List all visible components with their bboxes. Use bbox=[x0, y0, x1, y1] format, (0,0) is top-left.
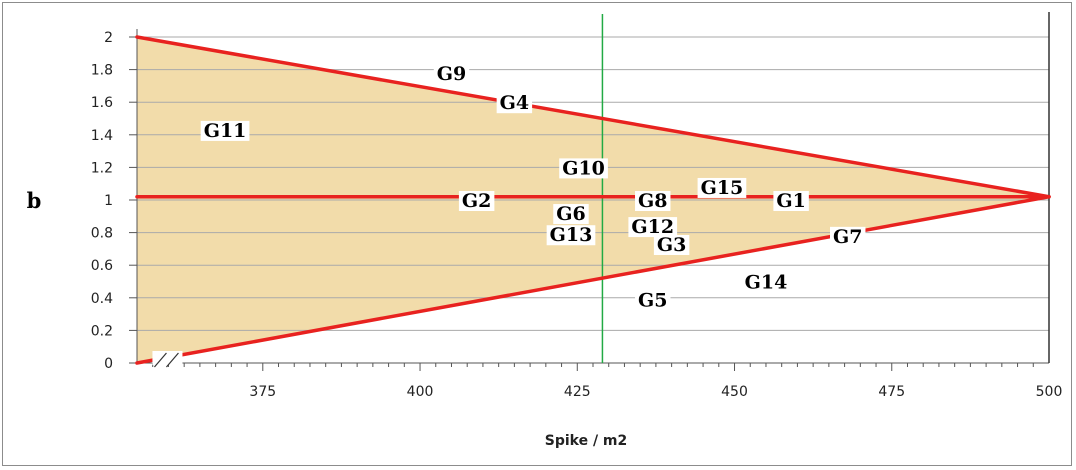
boundary-line bbox=[135, 194, 1051, 365]
region-label-bg bbox=[559, 158, 608, 179]
region-label: G1 bbox=[776, 190, 805, 212]
y-tick-label: 0 bbox=[104, 356, 113, 372]
region-label: G15 bbox=[701, 177, 744, 199]
region-label-bg bbox=[635, 290, 671, 311]
axis-break-mark bbox=[153, 352, 167, 368]
region-label-bg bbox=[653, 235, 690, 256]
region-label-bg bbox=[697, 177, 747, 198]
region-label-bg bbox=[553, 204, 589, 225]
region-label-bg bbox=[546, 225, 596, 246]
x-axis-title: Spike / m2 bbox=[545, 433, 628, 449]
boundary-line bbox=[135, 35, 1051, 199]
region-label: G9 bbox=[437, 63, 466, 85]
region-label: G4 bbox=[500, 92, 529, 114]
region-label: G7 bbox=[833, 226, 862, 248]
region-label: G13 bbox=[550, 224, 593, 246]
y-axis-title: b bbox=[27, 188, 42, 213]
y-tick-label: 1 bbox=[104, 193, 113, 209]
region-label-bg bbox=[458, 191, 495, 211]
region-label-bg bbox=[496, 93, 533, 114]
region-label: G2 bbox=[462, 190, 491, 212]
region-label-bg bbox=[433, 63, 470, 84]
y-tick-label: 1.8 bbox=[91, 63, 113, 79]
region-label: G10 bbox=[562, 157, 605, 179]
region-label-bg bbox=[741, 272, 791, 293]
x-tick-label: 400 bbox=[407, 384, 434, 400]
region-label: G12 bbox=[631, 216, 674, 238]
region-label-bg bbox=[773, 191, 809, 211]
region-label: G14 bbox=[745, 272, 788, 294]
x-tick-label: 500 bbox=[1036, 384, 1063, 400]
region-label: G3 bbox=[657, 234, 686, 256]
y-tick-label: 0.4 bbox=[91, 291, 113, 307]
y-tick-label: 0.8 bbox=[91, 226, 113, 242]
region-label: G5 bbox=[638, 289, 667, 311]
region-label: G6 bbox=[556, 203, 585, 225]
x-tick-label: 475 bbox=[878, 384, 905, 400]
region-label-bg bbox=[635, 191, 671, 211]
region-label-bg bbox=[200, 120, 250, 141]
y-tick-label: 1.4 bbox=[91, 128, 113, 144]
region-label: G11 bbox=[204, 120, 247, 142]
axis-break-mark bbox=[165, 352, 179, 368]
x-tick-label: 375 bbox=[249, 384, 276, 400]
y-tick-label: 2 bbox=[104, 30, 113, 46]
y-tick-label: 1.6 bbox=[91, 95, 113, 111]
x-tick-label: 425 bbox=[564, 384, 591, 400]
y-tick-label: 1.2 bbox=[91, 160, 113, 176]
x-tick-label: 450 bbox=[721, 384, 748, 400]
region-label-bg bbox=[830, 226, 866, 247]
y-tick-label: 0.6 bbox=[91, 258, 113, 274]
region-label-bg bbox=[628, 217, 678, 238]
region-label: G8 bbox=[638, 190, 667, 212]
y-tick-label: 0.2 bbox=[91, 323, 113, 339]
